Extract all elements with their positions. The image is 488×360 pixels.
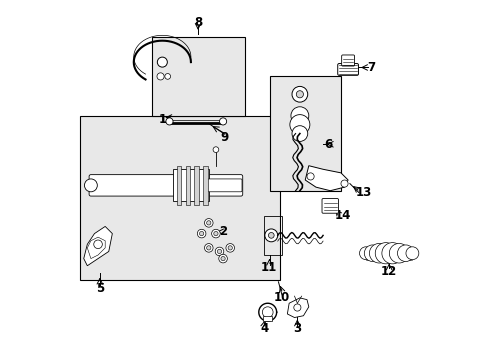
Circle shape xyxy=(217,249,221,253)
Circle shape xyxy=(221,256,225,261)
Circle shape xyxy=(340,180,347,187)
Circle shape xyxy=(405,247,418,260)
Bar xyxy=(173,169,208,202)
Bar xyxy=(203,166,207,205)
Circle shape xyxy=(293,304,300,311)
Text: 4: 4 xyxy=(260,322,268,335)
Circle shape xyxy=(268,233,274,238)
Circle shape xyxy=(215,247,224,256)
Circle shape xyxy=(306,173,313,180)
Text: 13: 13 xyxy=(355,186,371,199)
Bar xyxy=(194,166,198,205)
Circle shape xyxy=(369,243,388,263)
Text: 8: 8 xyxy=(194,16,202,29)
Circle shape xyxy=(262,307,272,318)
FancyBboxPatch shape xyxy=(341,55,354,66)
FancyBboxPatch shape xyxy=(89,175,242,196)
Circle shape xyxy=(381,243,402,264)
Circle shape xyxy=(359,247,372,260)
Polygon shape xyxy=(287,298,308,318)
Circle shape xyxy=(206,221,210,225)
Circle shape xyxy=(211,229,220,238)
Bar xyxy=(264,216,282,255)
Circle shape xyxy=(264,229,277,242)
Circle shape xyxy=(157,73,164,80)
Circle shape xyxy=(291,86,307,102)
Text: 2: 2 xyxy=(219,225,226,238)
Circle shape xyxy=(94,240,102,249)
Circle shape xyxy=(225,244,234,252)
Text: 12: 12 xyxy=(380,265,396,278)
Circle shape xyxy=(204,244,213,252)
Text: 10: 10 xyxy=(273,291,289,305)
Text: 6: 6 xyxy=(324,138,332,151)
Circle shape xyxy=(374,243,396,264)
Circle shape xyxy=(289,114,309,135)
Circle shape xyxy=(290,107,308,125)
Text: 7: 7 xyxy=(366,61,375,74)
Bar xyxy=(151,37,244,116)
FancyBboxPatch shape xyxy=(322,199,338,213)
Circle shape xyxy=(388,243,408,263)
Circle shape xyxy=(397,245,413,261)
Text: 5: 5 xyxy=(96,283,104,296)
Circle shape xyxy=(213,231,218,236)
Polygon shape xyxy=(83,226,112,266)
Bar xyxy=(185,166,189,205)
Circle shape xyxy=(218,254,227,263)
Bar xyxy=(269,76,340,191)
FancyBboxPatch shape xyxy=(207,179,242,192)
Polygon shape xyxy=(305,166,347,191)
Circle shape xyxy=(84,179,97,192)
Circle shape xyxy=(164,73,170,79)
Bar xyxy=(80,116,280,280)
Text: 11: 11 xyxy=(260,261,276,274)
Circle shape xyxy=(227,246,232,250)
Circle shape xyxy=(213,147,218,153)
FancyBboxPatch shape xyxy=(337,64,358,75)
Circle shape xyxy=(291,126,307,141)
Circle shape xyxy=(206,246,210,250)
Bar xyxy=(263,316,272,321)
Circle shape xyxy=(199,231,203,236)
Circle shape xyxy=(165,118,173,125)
Bar xyxy=(176,166,181,205)
Text: 3: 3 xyxy=(293,322,301,335)
Circle shape xyxy=(364,245,380,261)
Circle shape xyxy=(197,229,205,238)
Text: 14: 14 xyxy=(334,209,350,222)
Text: 1: 1 xyxy=(158,113,166,126)
Circle shape xyxy=(157,57,167,67)
Circle shape xyxy=(219,118,226,125)
Text: 9: 9 xyxy=(220,131,228,144)
Circle shape xyxy=(204,219,213,227)
Circle shape xyxy=(296,91,303,98)
